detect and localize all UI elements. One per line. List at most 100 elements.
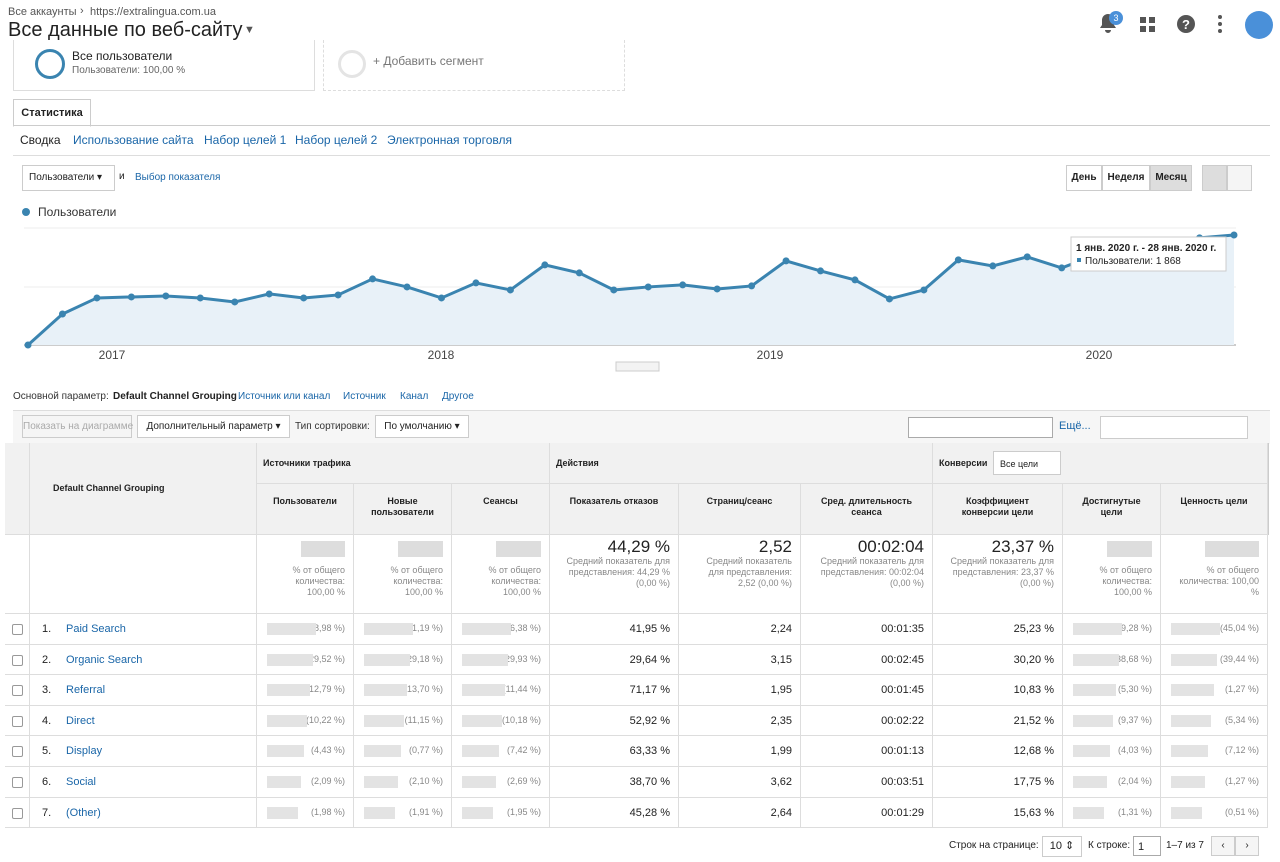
search-box[interactable] <box>908 417 1053 438</box>
row-checkbox <box>5 675 30 706</box>
column-header[interactable]: Сеансы <box>452 484 550 535</box>
sort-select[interactable]: По умолчанию ▾ <box>375 415 469 438</box>
period-button[interactable]: День <box>1066 165 1102 191</box>
checkbox[interactable] <box>12 624 23 635</box>
summary-note: % от общего количества: 100,00 % <box>292 565 346 597</box>
dimension-link[interactable]: Источник или канал <box>238 391 331 402</box>
subtab[interactable]: Использование сайта <box>73 133 194 147</box>
secondary-dimension[interactable]: Дополнительный параметр ▾ <box>137 415 290 438</box>
view-dropdown[interactable]: ▼ <box>244 24 255 36</box>
metric-select[interactable]: Пользователи ▾ <box>22 165 115 191</box>
row-name[interactable]: Organic Search <box>66 653 143 666</box>
next-page[interactable]: › <box>1235 836 1259 856</box>
notifications-icon[interactable]: 3 <box>1096 10 1126 38</box>
add-segment-card[interactable] <box>323 40 625 91</box>
pick-metric[interactable]: Выбор показателя <box>135 172 221 183</box>
rows-label: Строк на странице: <box>949 840 1039 851</box>
row-name[interactable]: (Other) <box>66 806 101 819</box>
summary-value: 23,37 % <box>991 537 1054 556</box>
motion-chart-toggle[interactable] <box>1227 165 1252 191</box>
row-cell: (29,93 %) <box>452 644 550 676</box>
apps-icon[interactable] <box>1140 17 1156 33</box>
checkbox[interactable] <box>12 654 23 666</box>
blurred-number <box>462 714 502 727</box>
period-button[interactable]: Неделя <box>1102 165 1150 191</box>
row-checkbox <box>5 705 30 737</box>
data-point <box>334 291 342 299</box>
subtab[interactable]: Набор целей 1 <box>204 133 287 147</box>
dimension-link[interactable]: Другое <box>442 391 474 402</box>
checkbox[interactable] <box>12 685 23 697</box>
row-name[interactable]: Paid Search <box>66 623 126 635</box>
avatar[interactable] <box>1245 11 1273 39</box>
add-segment[interactable]: + Добавить сегмент <box>373 54 484 68</box>
line-chart-toggle[interactable] <box>1202 165 1227 191</box>
row-cell: 00:01:13 <box>801 736 933 767</box>
checkbox[interactable] <box>12 715 23 727</box>
blurred-number <box>1073 806 1104 819</box>
data-point <box>989 262 997 270</box>
goto-input[interactable]: 1 <box>1133 836 1161 856</box>
row-cell: 00:02:45 <box>801 644 933 676</box>
column-header[interactable]: Ценность цели <box>1161 484 1268 535</box>
row-name[interactable]: Direct <box>66 714 95 727</box>
plot-button[interactable]: Показать на диаграмме <box>22 415 133 438</box>
goto-label: К строке: <box>1088 840 1131 851</box>
view-buttons[interactable] <box>1100 416 1248 439</box>
view-title[interactable]: Все данные по веб-сайту <box>8 19 243 41</box>
more-link[interactable]: Ещё... <box>1059 420 1091 432</box>
period-button[interactable]: Месяц <box>1150 165 1192 191</box>
row-label: 5. Display <box>30 736 257 767</box>
segment-name: Все пользователи <box>72 49 173 63</box>
row-name[interactable]: Social <box>66 776 96 788</box>
dimension-link[interactable]: Канал <box>400 391 429 402</box>
help-icon[interactable]: ? <box>1176 14 1196 34</box>
column-header[interactable]: Новые пользователи <box>354 484 452 535</box>
column-header[interactable]: Коэффициент конверсии цели <box>933 484 1063 535</box>
goal-select[interactable]: Все цели <box>993 451 1061 475</box>
row-cell: 71,17 % <box>550 675 679 706</box>
rows-value: 10 <box>1049 840 1062 852</box>
row-cell: 00:01:45 <box>801 675 933 706</box>
breadcrumb-root[interactable]: Все аккаунты <box>8 6 77 18</box>
series-area <box>28 235 1234 345</box>
row-cell: (7,42 %) <box>452 736 550 767</box>
subtab[interactable]: Набор целей 2 <box>295 133 378 147</box>
subtab[interactable]: Электронная торговля <box>387 133 512 147</box>
checkbox[interactable] <box>12 746 23 758</box>
column-header[interactable]: Показатель отказов <box>550 484 679 535</box>
blurred-number <box>1171 745 1208 758</box>
data-point <box>403 283 411 291</box>
menu-icon[interactable] <box>1216 14 1224 34</box>
row-name[interactable]: Display <box>66 745 103 758</box>
column-header[interactable]: Сред. длительность сеанса <box>801 484 933 535</box>
checkbox[interactable] <box>12 807 23 819</box>
column-header[interactable]: Страниц/сеанс <box>679 484 801 535</box>
row-cell: (10,18 %) <box>452 705 550 737</box>
checkbox[interactable] <box>12 777 23 788</box>
column-header[interactable]: Пользователи <box>257 484 354 535</box>
dimension-link[interactable]: Default Channel Grouping <box>113 391 237 402</box>
prev-page[interactable]: ‹ <box>1211 836 1235 856</box>
row-cell: (29,18 %) <box>354 644 452 676</box>
notifications-count: 3 <box>1113 13 1118 23</box>
rows-select[interactable]: 10 ⇕ <box>1042 836 1082 857</box>
group-header: Конверсии <box>933 443 1268 484</box>
data-point <box>265 290 273 298</box>
dimension-link[interactable]: Источник <box>343 391 386 402</box>
subtab[interactable]: Сводка <box>20 133 61 147</box>
data-point <box>231 298 239 306</box>
stats-tab[interactable]: Статистика <box>13 99 91 127</box>
row-name[interactable]: Referral <box>66 684 106 697</box>
segment-card[interactable] <box>13 40 315 91</box>
breadcrumb-site[interactable]: https://extralingua.com.ua <box>90 6 216 18</box>
row-cell: 15,63 % <box>933 797 1063 829</box>
row-cell: 45,28 % <box>550 797 679 829</box>
column-header[interactable]: Достигнутые цели <box>1063 484 1161 535</box>
blurred-number <box>1171 684 1214 697</box>
blurred-number <box>1073 714 1113 727</box>
blurred-number <box>364 653 410 666</box>
summary-blur <box>1107 541 1152 557</box>
summary-cell: 00:02:04 Средний показатель для представл… <box>801 535 933 614</box>
